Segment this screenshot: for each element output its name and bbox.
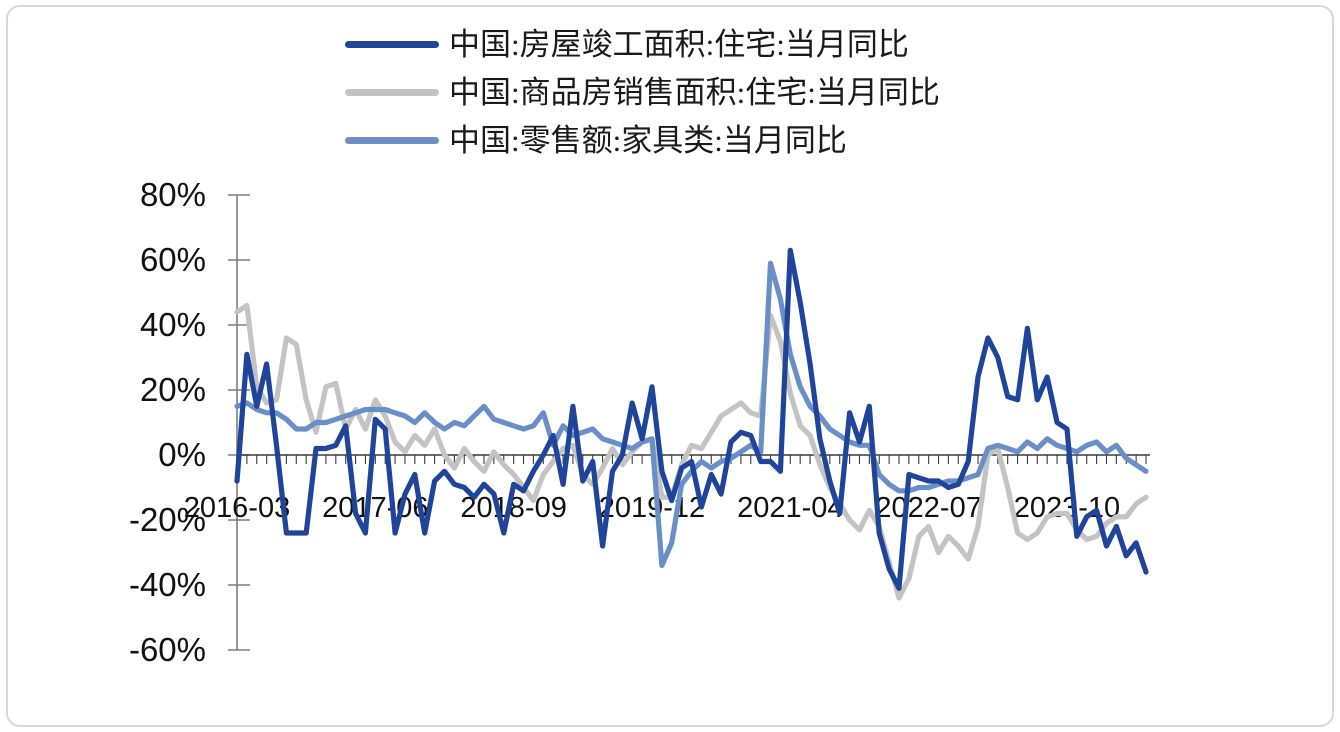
- legend-item-sales-area: 中国:商品房销售面积:住宅:当月同比: [345, 68, 940, 116]
- legend: 中国:房屋竣工面积:住宅:当月同比 中国:商品房销售面积:住宅:当月同比 中国:…: [345, 20, 940, 164]
- x-axis-tick-label: 2017-06: [322, 492, 428, 524]
- y-axis-tick-label: -20%: [129, 501, 206, 538]
- y-axis-tick-label: 40%: [140, 306, 206, 343]
- y-axis-tick-label: -60%: [129, 631, 206, 668]
- y-axis-tick-label: 80%: [140, 176, 206, 213]
- legend-label-furniture-retail: 中国:零售额:家具类:当月同比: [449, 122, 847, 158]
- legend-item-furniture-retail: 中国:零售额:家具类:当月同比: [345, 116, 940, 164]
- legend-label-sales-area: 中国:商品房销售面积:住宅:当月同比: [449, 74, 940, 110]
- legend-line-swatch-furniture-retail: [345, 136, 439, 144]
- series-line-sales-area: [234, 302, 1149, 601]
- x-axis-tick-label: 2023-10: [1014, 492, 1120, 524]
- x-axis-tick-label: 2016-03: [184, 492, 290, 524]
- legend-line-swatch-completion: [345, 40, 439, 48]
- y-axis-tick-label: 0%: [158, 436, 206, 473]
- legend-label-completion: 中国:房屋竣工面积:住宅:当月同比: [449, 26, 909, 62]
- x-axis-tick-label: 2021-04: [737, 492, 843, 524]
- x-axis-tick-label: 2022-07: [875, 492, 981, 524]
- chart-card: [6, 5, 1334, 727]
- legend-line-swatch-sales-area: [345, 88, 439, 96]
- y-axis: 80% 60% 40% 20% 0% -20% -40% -60%: [129, 176, 250, 668]
- legend-item-completion: 中国:房屋竣工面积:住宅:当月同比: [345, 20, 940, 68]
- x-axis-tick-label: 2019-12: [599, 492, 705, 524]
- y-axis-tick-label: -40%: [129, 566, 206, 603]
- y-axis-tick-label: 60%: [140, 241, 206, 278]
- series-line-completion: [234, 247, 1149, 591]
- y-axis-tick-label: 20%: [140, 371, 206, 408]
